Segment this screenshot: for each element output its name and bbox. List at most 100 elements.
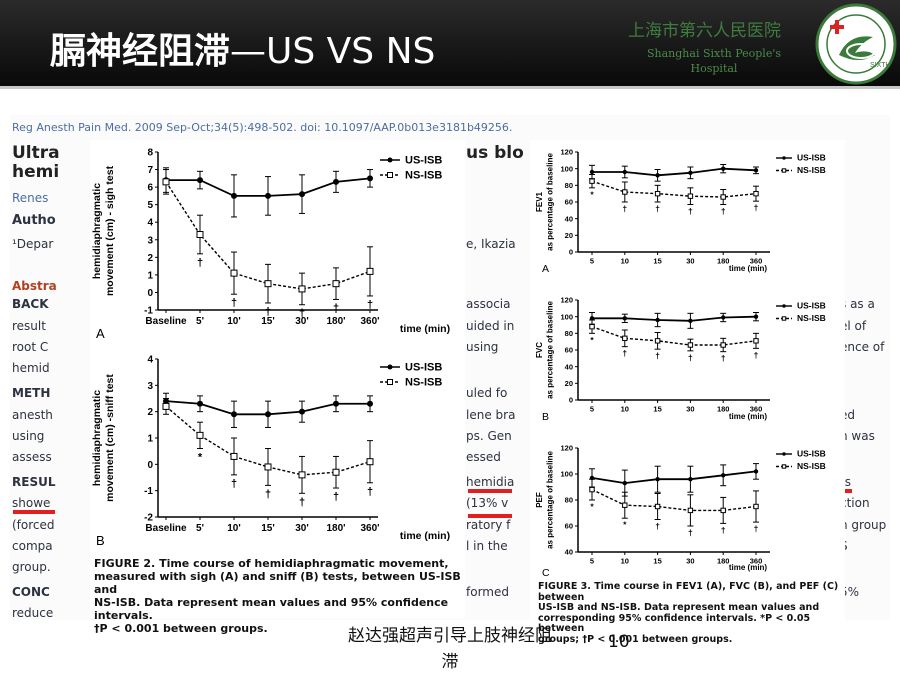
paper-left-line-11: compa [12, 539, 53, 553]
chart-fvc-series-1-point-3 [687, 342, 694, 348]
chart-fev1-ytick-label-0: 0 [569, 248, 573, 257]
chart-sniff-legend-0-marker [387, 364, 393, 370]
chart-fev1-series-1-sig-5: † [754, 203, 759, 213]
chart-pef-legend-0-label: US-ISB [797, 449, 826, 459]
chart-fvc-series-1-sig-2: † [655, 351, 660, 361]
chart-sigh-xtick-label-4: 30' [295, 316, 309, 327]
paper-title-right: us blo [466, 143, 524, 163]
chart-fev1-xtick-label-0: 5 [590, 257, 594, 266]
chart-fvc-ytick-label-4: 80 [565, 329, 573, 338]
figure-3-caption-line4: groups; †P < 0.001 between groups. [538, 633, 733, 645]
figure-2-caption-line4: †P < 0.001 between groups. [94, 622, 268, 635]
paper-right-line-6: ction [840, 496, 870, 510]
chart-sigh-series-1-sig-5: † [333, 302, 339, 314]
chart-sniff-series-0-point-2 [231, 411, 237, 418]
chart-fev1-series-1-sig-0: * [590, 189, 594, 199]
chart-fev1-series-0-point-0 [589, 169, 595, 175]
chart-fvc-series-1-sig-4: † [721, 353, 726, 363]
chart-fev1-panel-letter: A [542, 263, 549, 275]
chart-fvc-series-0-point-1 [622, 316, 627, 321]
chart-fev1-series-1-point-2 [654, 190, 661, 197]
chart-sigh-series-1-sig-4: † [299, 308, 305, 320]
chart-sniff-series-0-point-1 [197, 400, 203, 407]
chart-fvc-series-1-sig-0: * [590, 335, 594, 345]
chart-pef-series-1-line [591, 488, 757, 512]
chart-sigh-series-1-point-5 [332, 280, 340, 288]
chart-pef-series-1-sig-0: * [590, 502, 594, 512]
paper-mid-line-9: ratory f [466, 518, 511, 532]
chart-sigh-ylabel-1: movement (cm) - sigh test [104, 165, 116, 296]
paper-left-line-6: using [12, 429, 45, 443]
chart-fvc-xtick-label-2: 15 [653, 405, 661, 414]
chart-sigh-xtick-label-3: 15' [261, 316, 275, 327]
chart-sniff-series-1-point-1 [196, 431, 204, 439]
hospital-logo: SIXTH [815, 3, 897, 85]
chart-fev1-series-0-point-1 [622, 169, 627, 175]
chart-sniff-series-1-point-0 [162, 402, 170, 410]
chart-sniff-series-1-sig-3: † [265, 488, 271, 500]
chart-fvc-legend-0-label: US-ISB [797, 301, 826, 311]
chart-sniff-series-1-point-3 [264, 463, 272, 471]
chart-pef-ylabel-0: PEF [535, 492, 544, 508]
chart-fev1-series-0-point-2 [655, 173, 660, 178]
chart-fev1-xtick-label-4: 180 [717, 257, 730, 266]
chart-pef-xtick-label-3: 30 [686, 557, 694, 566]
chart-sigh-ylabel-0: hemidiaphragmatic [91, 183, 103, 279]
paper-mid-line-7: hemidia [466, 475, 515, 489]
chart-fev1-series-1-sig-1: † [622, 204, 627, 214]
chart-fev1-ytick-label-3: 60 [565, 198, 573, 207]
chart-fvc-ytick-label-3: 60 [565, 346, 573, 355]
paper-title-line1: Ultra [12, 143, 60, 163]
chart-sniff-series-0-point-3 [265, 411, 271, 418]
paper-left-line-9: showe [12, 496, 51, 510]
chart-pef-series-1-point-3 [687, 507, 694, 514]
chart-fev1-ytick-label-1: 20 [565, 231, 573, 240]
chart-sigh-xtick-label-1: 5' [196, 316, 204, 327]
chart-sniff-xtick-label-4: 30' [295, 523, 309, 534]
chart-fev1-legend-0-marker [782, 156, 786, 160]
chart-sniff-series-1-sig-1: * [198, 452, 203, 464]
chart-sigh-xtick-label-0: Baseline [145, 316, 187, 327]
chart-fvc-series-1-line [591, 326, 757, 346]
chart-sniff-xtick-label-0: Baseline [145, 523, 187, 534]
footer-line2: 滞 [441, 652, 459, 672]
paper-left-line-2: root C [12, 340, 49, 354]
paper-left-line-3: hemid [12, 361, 50, 375]
chart-sigh-legend-1-label: NS-ISB [405, 170, 442, 182]
chart-sniff-xtick-label-3: 15' [261, 523, 275, 534]
chart-sigh-series-1-sig-1: † [197, 257, 203, 269]
chart-sigh-legend-1-marker [387, 172, 393, 178]
footer-line1: 赵达强超声引导上肢神经阻 [348, 626, 552, 646]
chart-pef-series-1-sig-5: † [754, 524, 759, 534]
chart-fvc-ytick-label-0: 0 [569, 396, 573, 405]
chart-fev1-series-0-point-5 [753, 168, 759, 173]
paper-mid-line-4: lene bra [466, 408, 516, 422]
chart-pef-ytick-label-0: 40 [565, 548, 573, 557]
chart-fev1-xlabel: time (min) [729, 264, 768, 273]
chart-fvc-series-1-sig-1: † [622, 348, 627, 358]
chart-fvc-series-1-point-1 [622, 335, 628, 342]
highlight-underline-mid-1 [468, 489, 512, 493]
chart-fvc-panel-letter: B [542, 411, 549, 423]
hospital-name-en: Shanghai Sixth People's Hospital [647, 47, 781, 75]
chart-fev1-legend-1-marker [781, 168, 787, 173]
chart-sigh-ytick-label-6: 5 [147, 200, 153, 211]
paper-abstract-heading: Abstra [12, 279, 57, 293]
chart-sigh-series-1-point-2 [230, 269, 238, 277]
chart-pef-ytick-label-2: 80 [565, 496, 573, 505]
figure-3-caption-line3: corresponding 95% confidence intervals. … [538, 612, 811, 634]
chart-sniff-ytick-label-2: 0 [147, 460, 153, 471]
paper-author-info: Autho [12, 213, 56, 228]
chart-pef-series-1-sig-3: † [688, 528, 693, 538]
chart-sniff-series-1-sig-5: † [333, 491, 339, 503]
chart-fvc-series-1-sig-3: † [688, 352, 693, 362]
chart-fvc-ytick-label-5: 100 [560, 312, 573, 321]
chart-sniff-series-1-point-4 [298, 471, 306, 479]
figure-2-caption-line2: measured with sigh (A) and sniff (B) tes… [94, 570, 461, 596]
chart-fev1-xtick-label-3: 30 [686, 257, 694, 266]
figure-2-caption-line3: NS-ISB. Data represent mean values and 9… [94, 596, 449, 622]
chart-pef-ytick-label-3: 100 [560, 470, 573, 479]
paper-title-line2: hemi [12, 162, 60, 182]
chart-sniff-xtick-label-1: 5' [196, 523, 204, 534]
